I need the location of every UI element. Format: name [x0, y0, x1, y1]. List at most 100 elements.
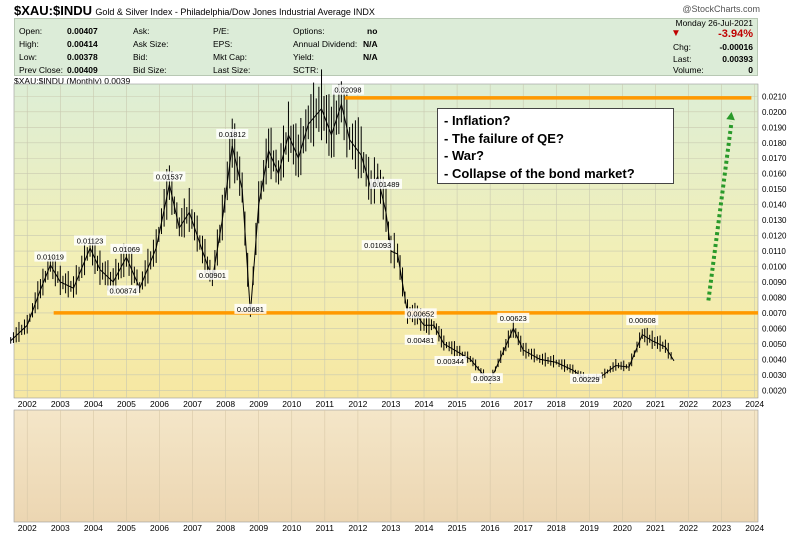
x-tick-label-lower: 2024	[745, 523, 764, 533]
x-tick-label: 2007	[183, 399, 202, 409]
x-tick-label: 2013	[381, 399, 400, 409]
low-label: Low:	[19, 52, 37, 62]
annotation-bg	[331, 84, 364, 95]
mkt-cap-label: Mkt Cap:	[213, 52, 248, 62]
annotation-label: 0.00901	[199, 271, 226, 280]
annotation-label: 0.01812	[219, 130, 246, 139]
eps-label: EPS:	[213, 39, 233, 49]
annotation-bg	[470, 373, 503, 384]
x-tick-label-lower: 2005	[117, 523, 136, 533]
bid-size-label: Bid Size:	[133, 65, 167, 75]
x-tick-label-lower: 2002	[18, 523, 37, 533]
open-value: 0.00407	[67, 26, 98, 36]
x-tick-label: 2022	[679, 399, 698, 409]
x-tick-label: 2019	[580, 399, 599, 409]
options-label: Options:	[293, 26, 325, 36]
y-tick-label: 0.0090	[762, 278, 787, 287]
annotation-bg	[34, 251, 67, 262]
y-tick-label: 0.0120	[762, 232, 787, 241]
annotation-label: 0.00652	[407, 309, 434, 318]
annotation-label: 0.00344	[437, 357, 464, 366]
annotation-label: 0.00623	[500, 314, 527, 323]
y-tick-label: 0.0110	[762, 247, 786, 256]
y-tick-label: 0.0200	[762, 108, 787, 117]
annotation-label: 0.00229	[572, 375, 599, 384]
y-tick-label: 0.0100	[762, 263, 787, 272]
chart-title: $XAU:$INDU Gold & Silver Index - Philade…	[14, 3, 375, 18]
high-label: High:	[19, 39, 39, 49]
annotation-bg	[434, 355, 467, 366]
y-tick-label: 0.0210	[762, 92, 787, 101]
x-tick-label-lower: 2004	[84, 523, 103, 533]
annotation-label: 0.00233	[473, 374, 500, 383]
pe-label: P/E:	[213, 26, 230, 36]
x-tick-label: 2015	[448, 399, 467, 409]
annotation-label: 0.01489	[372, 180, 399, 189]
y-tick-label: 0.0060	[762, 324, 787, 333]
y-tick-label: 0.0140	[762, 201, 787, 210]
x-tick-label: 2024	[745, 399, 764, 409]
x-tick-label-lower: 2011	[316, 523, 335, 533]
y-tick-label: 0.0020	[762, 386, 787, 395]
last-value: 0.00393	[722, 54, 753, 64]
annotation-label: 0.00874	[110, 286, 137, 295]
annotation-bg	[404, 334, 437, 345]
prev-close-label: Prev Close:	[19, 65, 63, 75]
lower-panel	[13, 409, 759, 523]
annotation-bg	[110, 243, 143, 254]
annotation-bg	[361, 240, 394, 251]
annotation-label: 0.00681	[237, 305, 264, 314]
y-tick-label: 0.0080	[762, 293, 787, 302]
x-tick-label-lower: 2022	[679, 523, 698, 533]
high-value: 0.00414	[67, 39, 98, 49]
annotation-bg	[107, 285, 140, 296]
annotation-label: 0.00481	[407, 336, 434, 345]
x-tick-label-lower: 2013	[381, 523, 400, 533]
callout-line-qe: - The failure of QE?	[444, 130, 564, 146]
options-value: no	[367, 26, 378, 36]
down-triangle-icon: ▼	[671, 28, 681, 39]
x-tick-label: 2023	[712, 399, 731, 409]
x-tick-label: 2017	[514, 399, 533, 409]
quote-date: Monday 26-Jul-2021	[675, 18, 754, 28]
bid-label: Bid:	[133, 52, 148, 62]
stockcharts-logo[interactable]: @StockCharts.com	[682, 4, 760, 14]
ask-label: Ask:	[133, 26, 150, 36]
quote-panel: Open: 0.00407 High: 0.00414 Low: 0.00378…	[14, 18, 758, 76]
annotation-label: 0.01019	[37, 253, 64, 262]
x-tick-label-lower: 2018	[547, 523, 566, 533]
x-tick-label: 2008	[216, 399, 235, 409]
ask-size-label: Ask Size:	[133, 39, 169, 49]
x-tick-label: 2012	[348, 399, 367, 409]
annotation-bg	[196, 269, 229, 280]
x-tick-label: 2002	[18, 399, 37, 409]
x-tick-label: 2014	[415, 399, 434, 409]
prev-close-value: 0.00409	[67, 65, 98, 75]
x-tick-label: 2021	[646, 399, 665, 409]
annotation-label: 0.01537	[156, 172, 183, 181]
volume-value: 0	[748, 65, 753, 75]
annotation-label: 0.02098	[334, 86, 361, 95]
x-tick-label-lower: 2017	[514, 523, 533, 533]
x-tick-label: 2010	[282, 399, 301, 409]
annotation-label: 0.01123	[77, 236, 104, 245]
chg-label: Chg:	[673, 42, 691, 52]
y-tick-label: 0.0160	[762, 170, 787, 179]
x-tick-label-lower: 2003	[51, 523, 70, 533]
y-tick-label: 0.0040	[762, 355, 787, 364]
yield-label: Yield:	[293, 52, 314, 62]
annotation-bg	[626, 315, 659, 326]
x-tick-label: 2004	[84, 399, 103, 409]
x-tick-label-lower: 2012	[348, 523, 367, 533]
annotation-bg	[216, 128, 249, 139]
y-tick-label: 0.0170	[762, 154, 787, 163]
y-tick-label: 0.0180	[762, 139, 787, 148]
low-value: 0.00378	[67, 52, 98, 62]
y-tick-label: 0.0190	[762, 123, 787, 132]
annotation-bg	[153, 171, 186, 182]
x-tick-label-lower: 2019	[580, 523, 599, 533]
volume-label: Volume:	[673, 65, 704, 75]
dividend-label: Annual Dividend:	[293, 39, 358, 49]
annotation-label: 0.01093	[364, 241, 391, 250]
